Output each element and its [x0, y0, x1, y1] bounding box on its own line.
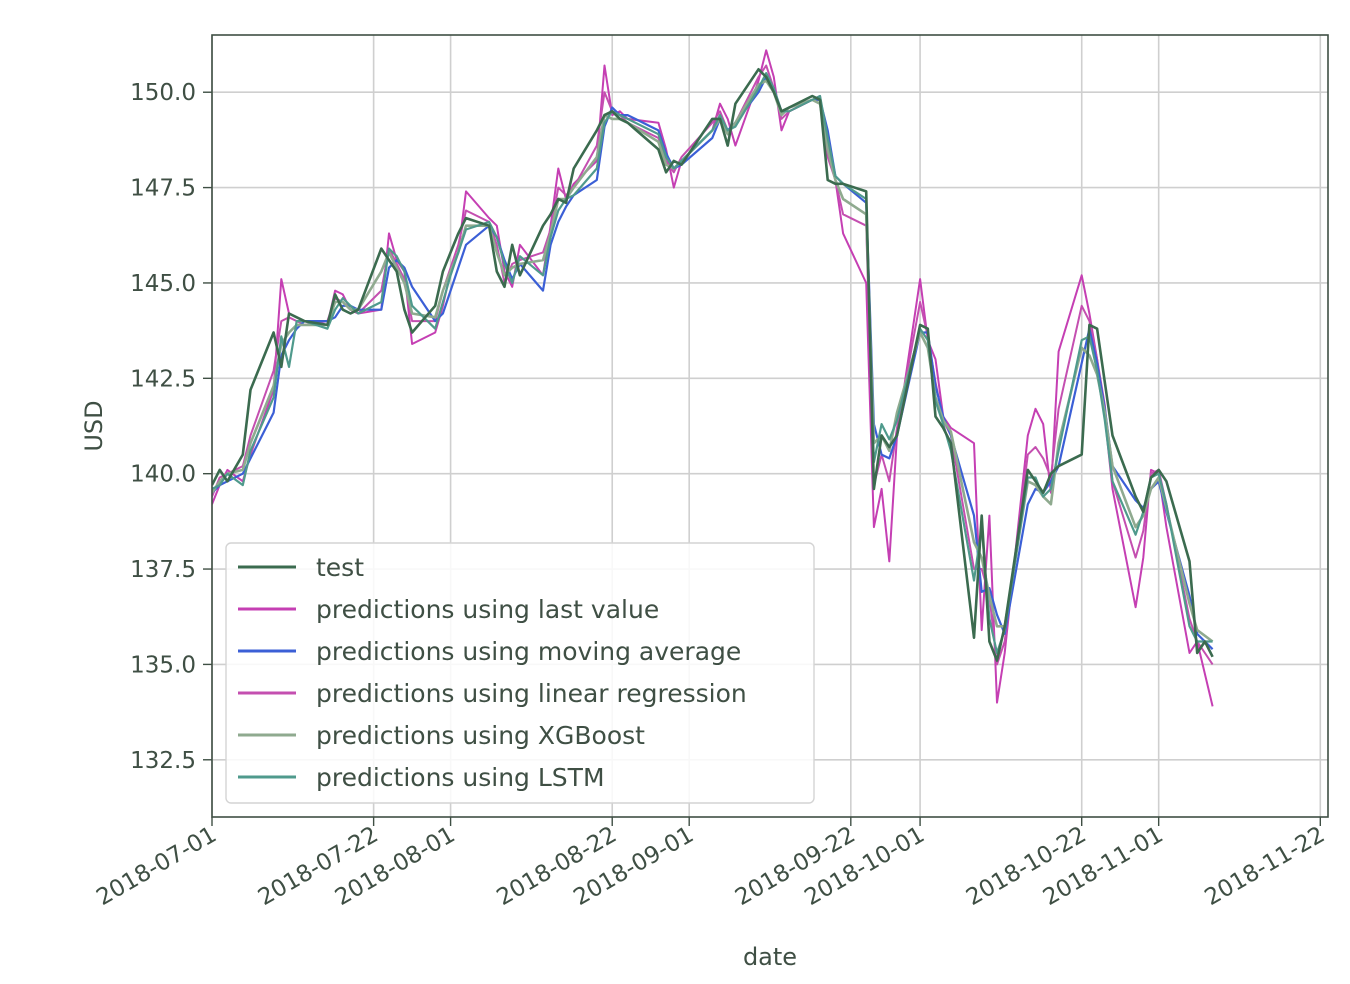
- series-lines: [212, 49, 1214, 707]
- legend-label: predictions using LSTM: [316, 763, 605, 792]
- y-tick-label: 140.0: [130, 462, 196, 488]
- legend-label: predictions using last value: [316, 595, 659, 624]
- legend-label: predictions using XGBoost: [316, 721, 645, 750]
- y-axis-label: USD: [80, 400, 108, 451]
- y-tick-label: 150.0: [130, 80, 196, 106]
- y-tick-label: 145.0: [130, 271, 196, 297]
- series-line-predictions-using-linear-regression: [212, 64, 1214, 666]
- y-tick-label: 147.5: [130, 176, 196, 202]
- x-axis-label: date: [743, 943, 797, 971]
- y-tick-label: 142.5: [130, 366, 196, 392]
- legend-label: test: [316, 553, 364, 582]
- legend-label: predictions using moving average: [316, 637, 741, 666]
- series-line-test: [212, 68, 1214, 662]
- y-tick-label: 135.0: [130, 652, 196, 678]
- legend-box: [225, 542, 815, 804]
- series-line-predictions-using-lstm: [212, 71, 1213, 655]
- y-tick-label: 132.5: [130, 748, 196, 774]
- legend-label: predictions using linear regression: [316, 679, 747, 708]
- legend: test predictions using last value predicti…: [225, 542, 815, 804]
- axes-frame: [211, 34, 1329, 818]
- y-tick-label: 137.5: [130, 557, 196, 583]
